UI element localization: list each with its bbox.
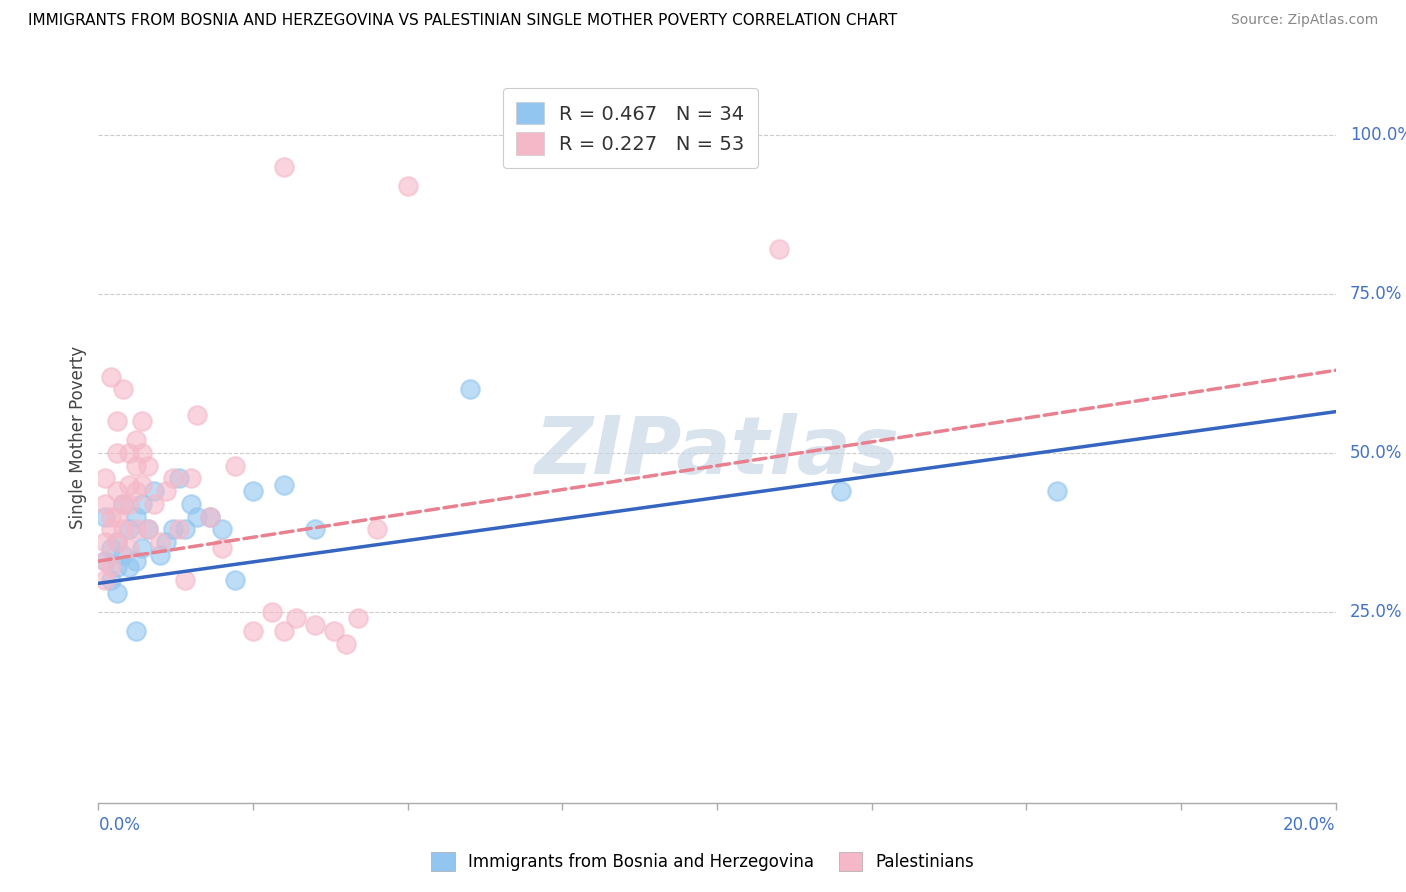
- Point: [93, 471, 115, 485]
- Point: [93, 554, 115, 568]
- Point: [124, 484, 146, 499]
- Point: [105, 509, 128, 524]
- Point: [100, 560, 122, 574]
- Point: [105, 535, 128, 549]
- Point: [124, 624, 146, 638]
- Point: [242, 484, 264, 499]
- Point: [260, 605, 283, 619]
- Point: [112, 548, 135, 562]
- Point: [136, 522, 159, 536]
- Point: [335, 637, 357, 651]
- Point: [242, 624, 264, 638]
- Point: [273, 624, 295, 638]
- Point: [211, 541, 233, 556]
- Point: [174, 522, 197, 536]
- Point: [93, 497, 115, 511]
- Point: [149, 548, 172, 562]
- Point: [124, 458, 146, 473]
- Point: [131, 414, 153, 428]
- Point: [105, 535, 128, 549]
- Point: [100, 522, 122, 536]
- Point: [124, 554, 146, 568]
- Point: [100, 369, 122, 384]
- Point: [136, 522, 159, 536]
- Point: [118, 477, 141, 491]
- Point: [136, 458, 159, 473]
- Point: [100, 573, 122, 587]
- Point: [273, 160, 295, 174]
- Point: [155, 535, 177, 549]
- Text: 50.0%: 50.0%: [1350, 444, 1402, 462]
- Point: [285, 611, 308, 625]
- Text: 0.0%: 0.0%: [98, 816, 141, 834]
- Point: [131, 477, 153, 491]
- Text: IMMIGRANTS FROM BOSNIA AND HERZEGOVINA VS PALESTINIAN SINGLE MOTHER POVERTY CORR: IMMIGRANTS FROM BOSNIA AND HERZEGOVINA V…: [28, 13, 897, 29]
- Point: [124, 434, 146, 448]
- Point: [143, 484, 166, 499]
- Point: [304, 522, 326, 536]
- Point: [830, 484, 852, 499]
- Point: [100, 509, 122, 524]
- Point: [167, 471, 190, 485]
- Point: [186, 408, 208, 422]
- Point: [118, 446, 141, 460]
- Text: 100.0%: 100.0%: [1350, 126, 1406, 144]
- Point: [118, 560, 141, 574]
- Point: [131, 541, 153, 556]
- Point: [458, 383, 481, 397]
- Point: [105, 560, 128, 574]
- Point: [198, 509, 221, 524]
- Point: [347, 611, 370, 625]
- Text: 75.0%: 75.0%: [1350, 285, 1402, 303]
- Point: [149, 535, 172, 549]
- Point: [105, 446, 128, 460]
- Point: [118, 541, 141, 556]
- Point: [112, 522, 135, 536]
- Text: Source: ZipAtlas.com: Source: ZipAtlas.com: [1230, 13, 1378, 28]
- Point: [124, 522, 146, 536]
- Point: [100, 541, 122, 556]
- Point: [167, 522, 190, 536]
- Point: [198, 509, 221, 524]
- Point: [124, 509, 146, 524]
- Point: [211, 522, 233, 536]
- Point: [174, 573, 197, 587]
- Point: [112, 383, 135, 397]
- Y-axis label: Single Mother Poverty: Single Mother Poverty: [69, 345, 87, 529]
- Point: [273, 477, 295, 491]
- Point: [304, 617, 326, 632]
- Text: ZIPatlas: ZIPatlas: [534, 413, 900, 491]
- Point: [186, 509, 208, 524]
- Point: [396, 178, 419, 193]
- Point: [105, 586, 128, 600]
- Point: [93, 535, 115, 549]
- Point: [105, 414, 128, 428]
- Point: [224, 458, 246, 473]
- Point: [131, 497, 153, 511]
- Point: [118, 522, 141, 536]
- Point: [143, 497, 166, 511]
- Point: [155, 484, 177, 499]
- Point: [93, 554, 115, 568]
- Point: [93, 573, 115, 587]
- Point: [768, 243, 790, 257]
- Point: [224, 573, 246, 587]
- Point: [1046, 484, 1069, 499]
- Point: [180, 497, 202, 511]
- Point: [322, 624, 344, 638]
- Point: [131, 446, 153, 460]
- Point: [180, 471, 202, 485]
- Point: [112, 497, 135, 511]
- Point: [118, 497, 141, 511]
- Point: [366, 522, 388, 536]
- Legend: Immigrants from Bosnia and Herzegovina, Palestinians: Immigrants from Bosnia and Herzegovina, …: [423, 843, 983, 880]
- Text: 25.0%: 25.0%: [1350, 603, 1402, 621]
- Point: [162, 522, 184, 536]
- Point: [105, 484, 128, 499]
- Point: [112, 497, 135, 511]
- Point: [93, 509, 115, 524]
- Point: [162, 471, 184, 485]
- Legend: R = 0.467   N = 34, R = 0.227   N = 53: R = 0.467 N = 34, R = 0.227 N = 53: [503, 88, 758, 169]
- Text: 20.0%: 20.0%: [1284, 816, 1336, 834]
